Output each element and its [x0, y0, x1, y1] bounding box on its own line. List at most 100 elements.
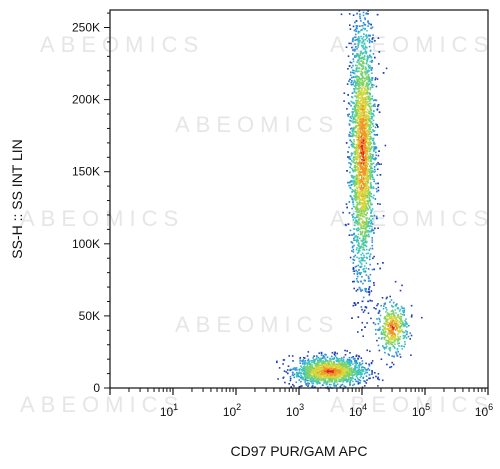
data-point [343, 372, 345, 375]
data-point [305, 375, 308, 377]
data-point [377, 377, 379, 380]
data-point [391, 355, 393, 357]
data-point [391, 319, 393, 322]
data-point [353, 259, 356, 261]
data-point [338, 361, 340, 363]
data-point [308, 382, 310, 385]
data-point [394, 315, 396, 317]
data-point [366, 196, 369, 198]
data-point [361, 240, 364, 243]
data-point [367, 74, 370, 76]
data-point [359, 112, 362, 114]
data-point [373, 171, 375, 173]
data-point [333, 383, 335, 386]
data-point [345, 203, 348, 205]
data-point [407, 335, 410, 338]
data-point [358, 272, 360, 274]
data-point [358, 135, 360, 137]
data-point [388, 354, 390, 356]
data-point [319, 371, 322, 374]
data-point [328, 383, 331, 386]
data-point [370, 126, 372, 129]
data-point [348, 162, 350, 164]
data-point [344, 361, 346, 364]
data-point [378, 349, 381, 352]
data-point [362, 117, 365, 119]
data-point [347, 375, 350, 378]
data-point [349, 195, 352, 197]
data-point [385, 320, 387, 323]
data-point [380, 358, 383, 360]
data-point [361, 41, 363, 44]
data-point [303, 365, 305, 368]
data-point [377, 104, 380, 106]
data-point [363, 249, 366, 251]
data-point [364, 137, 366, 140]
data-point [364, 73, 367, 76]
data-point [377, 329, 379, 331]
data-point [315, 374, 318, 376]
data-point [368, 83, 370, 85]
data-point [340, 368, 342, 370]
data-point [401, 313, 404, 316]
data-point [358, 67, 361, 70]
data-point [371, 268, 374, 271]
data-point [318, 352, 321, 354]
data-point [306, 377, 308, 379]
data-point [348, 146, 350, 149]
data-point [368, 288, 370, 290]
data-point [362, 153, 364, 156]
data-point [367, 123, 370, 126]
data-point [330, 378, 332, 381]
data-point [329, 373, 332, 376]
data-point [356, 370, 359, 372]
data-point [357, 80, 360, 82]
data-point [339, 369, 341, 372]
data-point [357, 132, 359, 135]
data-point [365, 126, 368, 128]
data-point [356, 166, 358, 168]
data-point [365, 35, 368, 37]
data-point [361, 154, 363, 157]
data-point [364, 174, 366, 176]
data-point [365, 98, 367, 100]
data-point [390, 336, 392, 338]
data-point [353, 244, 355, 247]
data-point [362, 268, 364, 271]
data-point [373, 166, 376, 168]
data-point [341, 379, 343, 381]
data-point [344, 367, 346, 370]
data-point [373, 146, 375, 148]
data-point [364, 279, 366, 282]
data-point [305, 377, 307, 379]
data-point [356, 113, 359, 116]
data-point [346, 367, 348, 370]
data-point [370, 186, 373, 189]
data-point [360, 369, 362, 372]
data-point [340, 366, 342, 368]
data-point [321, 373, 323, 376]
data-point [351, 40, 354, 42]
data-point [359, 127, 361, 129]
data-point [371, 84, 373, 87]
data-point [298, 386, 301, 388]
data-point [364, 368, 367, 370]
data-point [366, 71, 369, 74]
data-point [356, 95, 358, 98]
data-point [293, 367, 296, 369]
data-point [322, 378, 325, 381]
data-point [361, 198, 364, 200]
data-point [348, 157, 350, 160]
data-point [363, 128, 366, 130]
data-point [384, 328, 386, 331]
data-point [343, 379, 345, 381]
data-point [369, 254, 372, 256]
data-point [325, 372, 327, 374]
data-point [311, 369, 314, 371]
data-point [370, 219, 372, 222]
data-point [357, 249, 360, 252]
data-point [305, 368, 308, 371]
data-point [363, 80, 366, 83]
data-point [383, 333, 385, 336]
data-point [394, 319, 397, 321]
